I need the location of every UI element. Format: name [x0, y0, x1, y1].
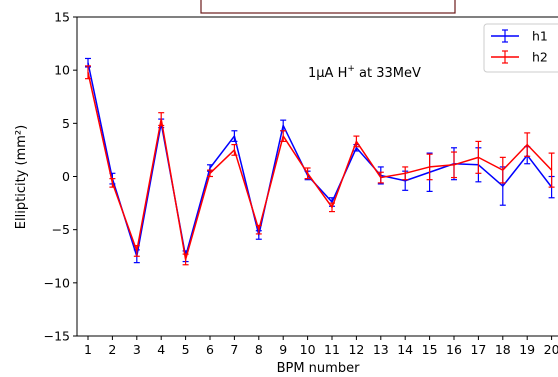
- y-tick-label: 0: [62, 169, 70, 184]
- series-line-h2: [87, 72, 553, 261]
- error-bar-h2: [451, 151, 457, 179]
- legend-item-h1: h1: [491, 29, 548, 44]
- x-tick-label: 16: [446, 342, 462, 357]
- x-tick-label: 12: [348, 342, 364, 357]
- x-tick-label: 1: [84, 342, 92, 357]
- annotation-text: 1μA H+ at 33MeV: [308, 64, 421, 81]
- x-tick-label: 11: [324, 342, 340, 357]
- x-tick-label: 19: [519, 342, 535, 357]
- error-bar-h2: [231, 144, 238, 156]
- x-tick-label: 18: [495, 342, 511, 357]
- error-bar-h2: [524, 132, 531, 157]
- error-bar-h2: [85, 65, 91, 80]
- legend-label: h1: [532, 29, 548, 44]
- error-bar-h2: [402, 166, 409, 181]
- y-tick-label: −10: [44, 275, 70, 290]
- x-tick-label: 7: [230, 342, 238, 357]
- error-bar-h2: [353, 135, 360, 148]
- y-tick-label: −15: [44, 329, 70, 344]
- x-tick-label: 6: [206, 342, 214, 357]
- y-tick-label: −5: [52, 222, 70, 237]
- error-bar-h2: [548, 152, 555, 188]
- top-box-fragment: [200, 0, 456, 14]
- x-tick-label: 10: [300, 342, 316, 357]
- error-bar-h2: [255, 224, 262, 235]
- y-tick-label: 5: [62, 116, 70, 131]
- series-h2: [85, 65, 555, 266]
- error-bar-h1: [231, 130, 238, 143]
- error-bar-h2: [109, 178, 116, 188]
- error-bar-h2: [377, 171, 384, 184]
- y-tick-label: 15: [54, 10, 70, 25]
- legend-label: h2: [532, 50, 548, 65]
- x-tick-label: 8: [255, 342, 263, 357]
- x-tick-label: 5: [182, 342, 190, 357]
- x-tick-label: 15: [422, 342, 438, 357]
- x-tick-label: 4: [157, 342, 165, 357]
- x-tick-label: 2: [108, 342, 116, 357]
- y-axis-label: Ellipticity (mm²): [14, 125, 29, 229]
- x-tick-label: 9: [279, 342, 287, 357]
- x-tick-label: 14: [397, 342, 413, 357]
- error-bar-h2: [182, 253, 189, 266]
- error-bar-h2: [329, 202, 335, 213]
- error-bar-h2: [133, 245, 140, 257]
- error-bar-h2: [207, 169, 213, 178]
- error-bar-h2: [499, 156, 506, 184]
- error-bar-h2: [426, 153, 433, 181]
- error-bar-h2: [280, 130, 287, 143]
- x-axis-label: BPM number: [277, 361, 360, 376]
- y-tick-label: 10: [54, 63, 70, 78]
- series-layer: [85, 57, 555, 266]
- x-tick-label: 17: [470, 342, 486, 357]
- error-bar-h2: [304, 167, 311, 180]
- legend-item-h2: h2: [491, 50, 548, 65]
- error-bar-h2: [475, 140, 482, 174]
- x-tick-label: 13: [373, 342, 389, 357]
- x-tick-label: 20: [544, 342, 558, 357]
- x-tick-label: 3: [133, 342, 141, 357]
- error-bar-h2: [158, 112, 165, 127]
